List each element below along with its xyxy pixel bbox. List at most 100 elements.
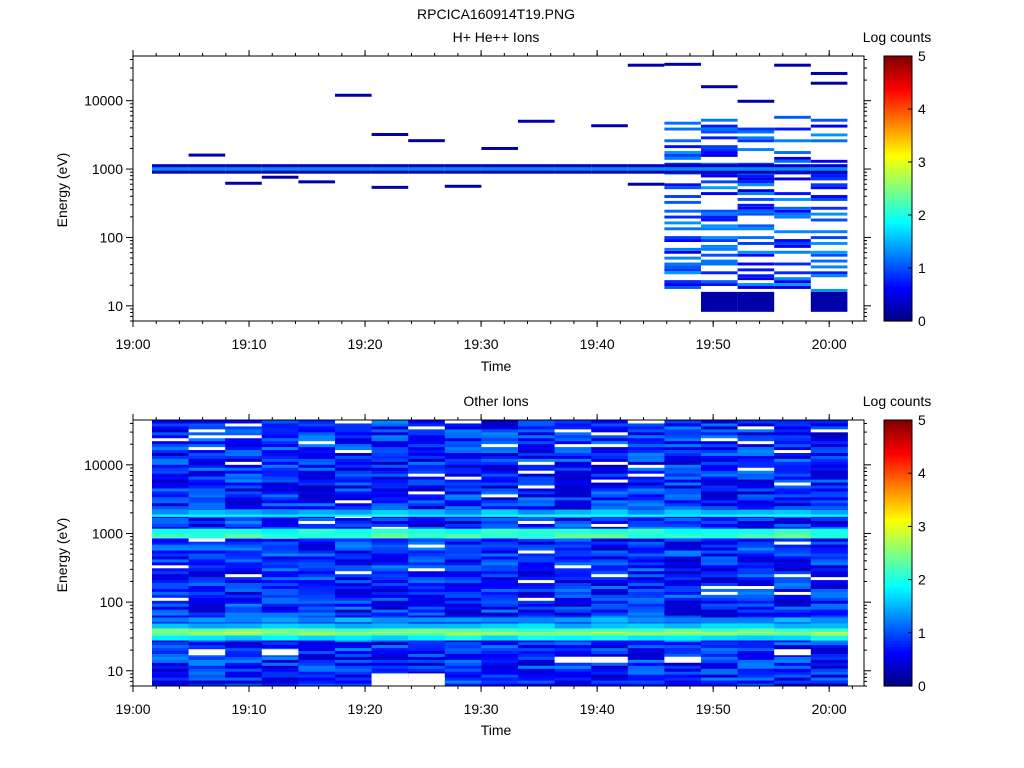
heatmap-cell	[371, 671, 409, 675]
heatmap-cell	[518, 680, 556, 684]
heatmap-cell	[664, 653, 702, 657]
heatmap-cell	[664, 597, 702, 601]
heatmap-cell	[518, 446, 556, 451]
heatmap-cell	[627, 523, 665, 527]
heatmap-cell	[774, 283, 811, 287]
heatmap-cell	[298, 677, 336, 681]
heatmap-cell	[152, 579, 190, 584]
heatmap-cell	[261, 585, 299, 589]
heatmap-cell	[810, 597, 848, 601]
colorbar-segment	[884, 220, 912, 224]
heatmap-cell	[664, 473, 702, 477]
heatmap-cell	[335, 626, 373, 632]
heatmap-cell	[664, 588, 702, 592]
heatmap-cell	[335, 467, 373, 471]
heatmap-cell	[152, 564, 190, 569]
heatmap-cell	[335, 461, 373, 465]
heatmap-cell	[627, 659, 665, 663]
colorbar-segment	[884, 678, 912, 682]
heatmap-cell	[225, 446, 263, 451]
heatmap-cell	[518, 499, 556, 504]
heatmap-cell	[701, 85, 738, 89]
heatmap-cell	[188, 461, 226, 465]
colorbar-tick-label: 2	[918, 572, 926, 588]
heatmap-cell	[554, 665, 592, 669]
heatmap-cell	[225, 520, 263, 524]
heatmap-cell	[152, 458, 190, 462]
heatmap-cell	[335, 632, 373, 638]
heatmap-cell	[225, 166, 262, 173]
heatmap-cell	[444, 573, 482, 578]
heatmap-cell	[188, 550, 226, 554]
heatmap-cell	[664, 428, 702, 433]
heatmap-cell	[335, 473, 373, 477]
heatmap-cell	[627, 182, 665, 186]
heatmap-cell	[188, 487, 226, 492]
heatmap-cell	[481, 473, 519, 477]
heatmap-cell	[188, 570, 226, 575]
heatmap-cell	[518, 422, 556, 427]
heatmap-cell	[225, 181, 262, 185]
heatmap-cell	[298, 582, 336, 587]
heatmap-cell	[335, 446, 373, 451]
heatmap-cell	[810, 250, 848, 254]
heatmap-cell	[737, 268, 775, 272]
heatmap-cell	[371, 526, 409, 530]
heatmap-cell	[774, 662, 812, 666]
heatmap-cell	[627, 493, 665, 498]
heatmap-cell	[152, 420, 190, 424]
colorbar-segment	[884, 478, 912, 482]
heatmap-cell	[335, 606, 373, 610]
y-tick-label: 1000	[92, 161, 123, 177]
colorbar-segment	[884, 598, 912, 602]
heatmap-cell	[518, 467, 556, 471]
colorbar-segment	[884, 225, 912, 229]
heatmap-cell	[737, 127, 775, 131]
heatmap-cell	[701, 623, 739, 629]
heatmap-cell	[298, 476, 336, 480]
heatmap-cell	[188, 153, 226, 157]
heatmap-cell	[481, 594, 519, 598]
heatmap-cell	[810, 479, 848, 483]
heatmap-cell	[591, 647, 629, 652]
colorbar-segment	[884, 457, 912, 461]
heatmap-cell	[408, 422, 446, 427]
heatmap-cell	[371, 449, 409, 454]
heatmap-cell	[701, 603, 739, 607]
heatmap-cell	[408, 555, 446, 560]
heatmap-cell	[774, 434, 812, 439]
heatmap-cell	[701, 650, 739, 654]
heatmap-cell	[408, 493, 446, 498]
heatmap-cell	[188, 467, 226, 471]
heatmap-cell	[152, 656, 190, 660]
heatmap-cell	[701, 118, 738, 122]
colorbar-segment	[884, 547, 912, 551]
heatmap-cell	[298, 683, 336, 687]
heatmap-cell	[261, 564, 299, 569]
heatmap-cell	[627, 674, 665, 678]
heatmap-cell	[627, 455, 665, 459]
heatmap-cell	[481, 170, 518, 174]
heatmap-cell	[664, 482, 702, 486]
heatmap-cell	[152, 641, 190, 646]
heatmap-cell	[701, 236, 738, 240]
heatmap-cell	[188, 431, 226, 436]
axes: 19:00 19:10 19:20 19:30 19:40 19:50 20:0010100…	[84, 414, 871, 717]
heatmap-cell	[261, 588, 299, 592]
heatmap-cell	[298, 520, 336, 524]
heatmap-cell	[188, 517, 226, 521]
heatmap-cell	[627, 615, 665, 619]
colorbar-segment	[884, 505, 912, 509]
heatmap-cell	[774, 632, 812, 638]
heatmap-cell	[188, 641, 226, 646]
heatmap-cell	[261, 467, 299, 471]
colorbar-segment	[884, 521, 912, 525]
heatmap-cell	[554, 517, 592, 521]
heatmap-cell	[810, 159, 848, 163]
heatmap-cell	[810, 544, 848, 548]
heatmap-cell	[810, 206, 848, 210]
colorbar-segment	[884, 79, 912, 84]
heatmap-cell	[774, 597, 812, 601]
heatmap-cell	[371, 493, 409, 498]
heatmap-cell	[481, 561, 519, 566]
